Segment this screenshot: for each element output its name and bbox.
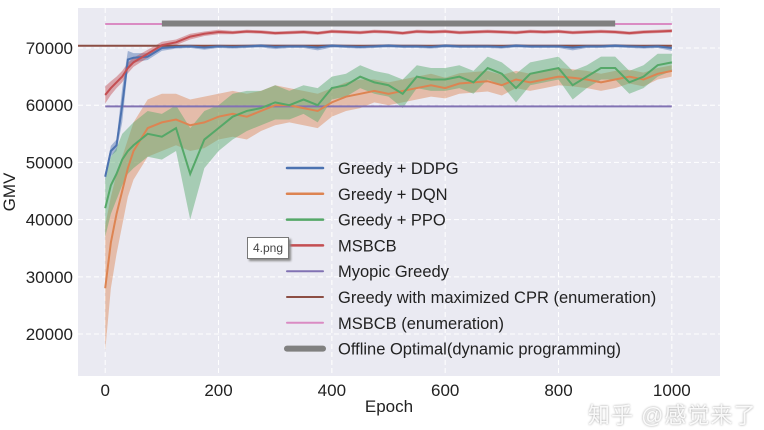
- x-tick-label: 800: [544, 381, 572, 400]
- watermark: 知乎 @感觉来了: [588, 403, 757, 428]
- legend-label: MSBCB (enumeration): [338, 315, 504, 333]
- series-lines: [104, 29, 673, 289]
- grid: [78, 8, 720, 376]
- x-tick-label: 1000: [653, 381, 691, 400]
- confidence-band: [105, 53, 672, 237]
- y-tick-label: 60000: [26, 96, 73, 115]
- y-tick-label: 20000: [26, 325, 73, 344]
- series-line: [104, 44, 672, 177]
- y-axis-label: GMV: [0, 172, 19, 211]
- y-tick-label: 40000: [26, 211, 73, 230]
- tick-labels: 0 200 400 600 800 1000 20000 30000 40000 50000 600…: [26, 39, 691, 400]
- legend-label: Myopic Greedy: [338, 263, 450, 281]
- legend-label: Greedy + DDPG: [338, 160, 459, 178]
- confidence-band: [105, 65, 672, 352]
- bands: [105, 29, 672, 352]
- legend-label: Greedy + DQN: [338, 186, 448, 204]
- x-tick-label: 600: [431, 381, 459, 400]
- legend-label: Greedy with maximized CPR (enumeration): [338, 289, 656, 307]
- y-tick-label: 70000: [26, 39, 73, 58]
- legend: Greedy + DDPG Greedy + DQN Greedy + PPO MSB…: [284, 160, 656, 359]
- x-tick-label: 0: [100, 381, 109, 400]
- legend-label: MSBCB: [338, 237, 397, 255]
- legend-label: Offline Optimal(dynamic programming): [338, 341, 621, 359]
- y-tick-label: 30000: [26, 268, 73, 287]
- x-tick-label: 200: [204, 381, 232, 400]
- series-line: [104, 61, 673, 209]
- series-line: [104, 69, 673, 289]
- series-line: [104, 29, 672, 96]
- y-tick-label: 50000: [26, 153, 73, 172]
- legend-label: Greedy + PPO: [338, 212, 446, 230]
- plot-background: [78, 8, 720, 376]
- filename-tooltip: 4.png: [247, 237, 290, 259]
- x-axis-label: Epoch: [365, 397, 413, 416]
- x-tick-label: 400: [318, 381, 346, 400]
